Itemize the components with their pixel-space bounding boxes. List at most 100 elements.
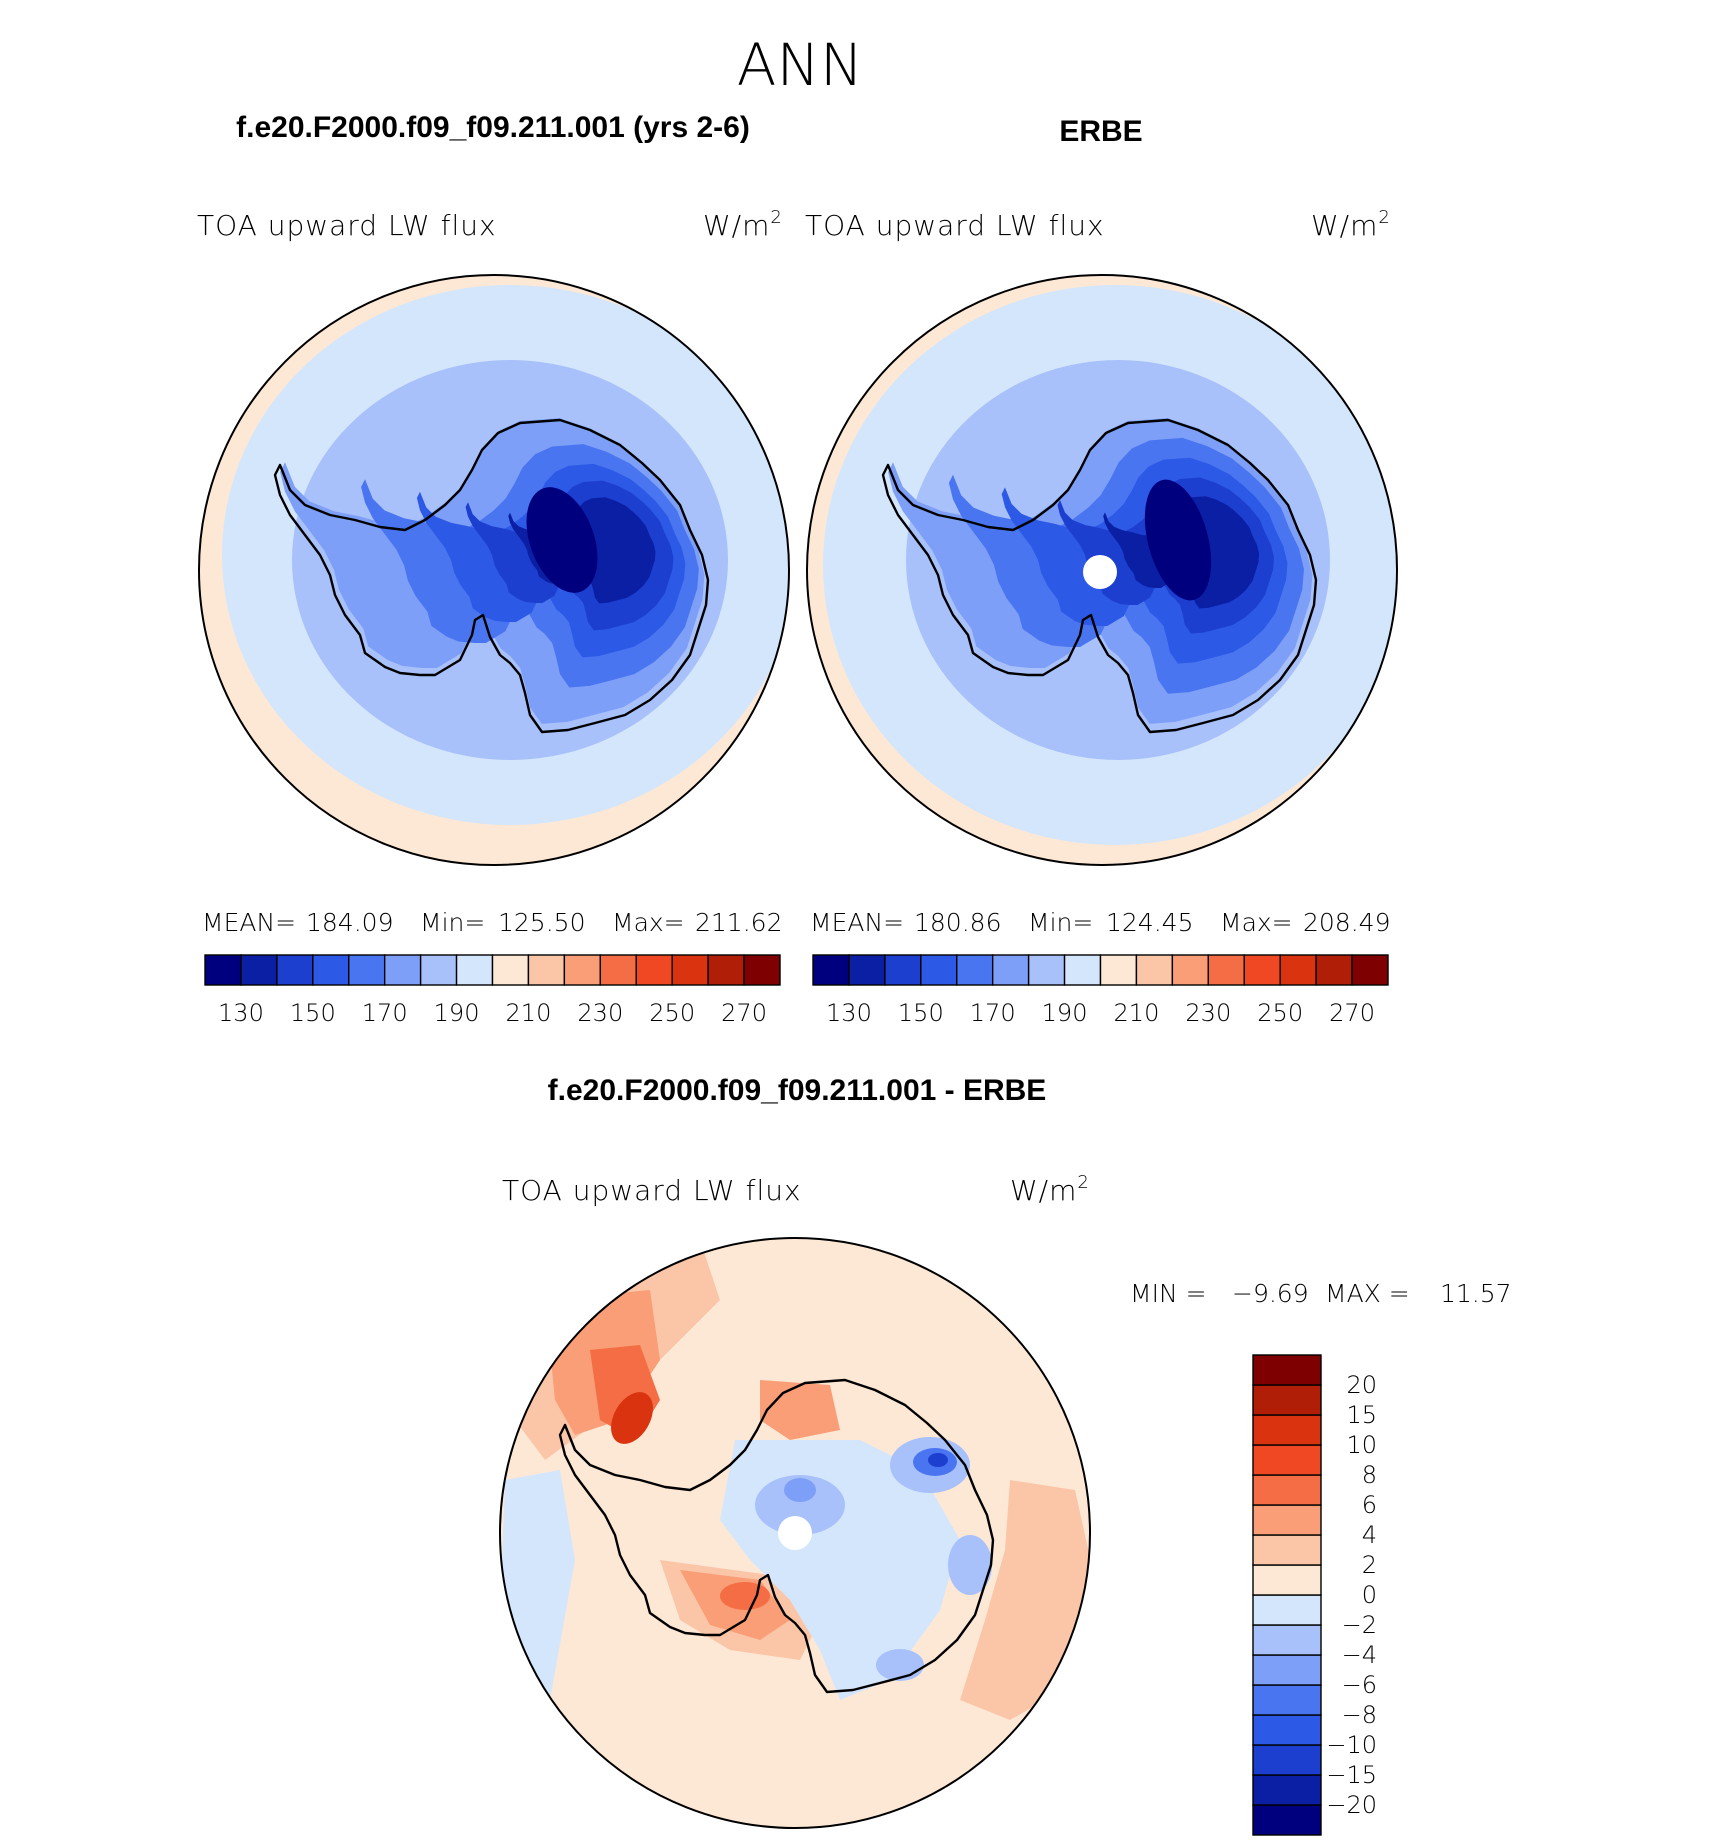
colorbar-swatch <box>1252 1354 1322 1386</box>
contour-fill <box>784 1478 816 1502</box>
panel-diff-case-title: f.e20.F2000.f09_f09.211.001 - ERBE <box>548 1074 1047 1107</box>
colorbar-swatch <box>1099 954 1138 986</box>
panel-diff-variable: TOA upward LW flux <box>502 1174 802 1207</box>
colorbar-tick-label: 270 <box>721 999 767 1027</box>
colorbar-tick-label: 20 <box>1346 1371 1377 1399</box>
panel-diff-map <box>500 1238 1090 1828</box>
colorbar-swatch <box>1252 1534 1322 1566</box>
colorbar-swatch <box>743 954 781 986</box>
colorbar-swatch <box>1252 1654 1322 1686</box>
colorbar-swatch <box>991 954 1030 986</box>
colorbar-swatch <box>1063 954 1102 986</box>
colorbar-swatch <box>671 954 709 986</box>
panel-diff-min-label: MIN = <box>1130 1279 1207 1308</box>
panel-obs-variable: TOA upward LW flux <box>805 209 1105 242</box>
colorbar-tick-label: 250 <box>1257 999 1303 1027</box>
colorbar-swatch <box>1252 1384 1322 1416</box>
panel-diff: f.e20.F2000.f09_f09.211.001 - ERBE TOA u… <box>499 1074 1512 1836</box>
panel-diff-stats: MIN = −9.69 MAX = 11.57 <box>1130 1279 1512 1308</box>
panel-model-mean-value: 184.09 <box>306 908 393 937</box>
panel-diff-max-label: MAX = <box>1325 1279 1410 1308</box>
panel-obs-colorbar-ticks: 130 150 170 190 210 230 250 270 <box>826 999 1375 1027</box>
contour-fill <box>755 1475 845 1535</box>
colorbar-swatch <box>1252 1414 1322 1446</box>
colorbar-tick-label: −8 <box>1342 1701 1377 1729</box>
colorbar-swatch <box>1207 954 1245 986</box>
colorbar-swatch <box>527 954 566 986</box>
colorbar-swatch <box>563 954 602 986</box>
panel-model-units: W/m2 <box>703 207 783 242</box>
colorbar-tick-label: −10 <box>1326 1731 1377 1759</box>
panel-model-min-value: 125.50 <box>498 908 585 937</box>
panel-obs-colorbar <box>812 954 1389 986</box>
panel-obs-mean-value: 180.86 <box>914 908 1001 937</box>
panel-obs-min-value: 124.45 <box>1106 908 1193 937</box>
colorbar-swatch <box>1171 954 1210 986</box>
panel-obs-mean-label: MEAN= <box>810 908 904 937</box>
colorbar-tick-label: 4 <box>1362 1521 1377 1549</box>
contour-fill <box>876 1649 924 1681</box>
colorbar-tick-label: 190 <box>434 999 480 1027</box>
colorbar-swatch <box>1135 954 1174 986</box>
colorbar-tick-label: −4 <box>1342 1641 1377 1669</box>
panel-model-case-title: f.e20.F2000.f09_f09.211.001 (yrs 2-6) <box>236 111 750 144</box>
contour-fill <box>526 487 598 593</box>
pole-mask <box>1083 555 1117 589</box>
panel-model-variable: TOA upward LW flux <box>197 209 497 242</box>
colorbar-swatch <box>635 954 673 986</box>
panel-model-map-boundary <box>198 274 790 866</box>
colorbar-swatch <box>1252 1714 1322 1746</box>
figure-title: ANN <box>737 31 863 99</box>
colorbar-swatch <box>1252 1474 1322 1506</box>
colorbar-swatch <box>1351 954 1389 986</box>
colorbar-tick-label: −20 <box>1326 1791 1377 1819</box>
panel-model-colorbar <box>204 954 781 986</box>
panel-diff-min-value: −9.69 <box>1232 1279 1309 1308</box>
colorbar-tick-label: 270 <box>1329 999 1375 1027</box>
panel-obs-stats: MEAN= 180.86 Min= 124.45 Max= 208.49 <box>810 908 1390 937</box>
colorbar-tick-label: 10 <box>1346 1431 1377 1459</box>
colorbar-swatch <box>599 954 637 986</box>
colorbar-swatch <box>204 954 242 986</box>
colorbar-swatch <box>383 954 422 986</box>
colorbar-swatch <box>491 954 530 986</box>
colorbar-tick-label: 6 <box>1362 1491 1377 1519</box>
colorbar-tick-label: 210 <box>1114 999 1160 1027</box>
colorbar-tick-label: 2 <box>1362 1551 1377 1579</box>
panel-model-min-label: Min= <box>420 908 485 937</box>
panel-obs-case-title: ERBE <box>1059 115 1142 148</box>
colorbar-swatch <box>956 954 994 986</box>
colorbar-tick-label: 150 <box>898 999 944 1027</box>
colorbar-swatch <box>1252 1774 1322 1806</box>
colorbar-tick-label: −15 <box>1326 1761 1377 1789</box>
colorbar-tick-label: 170 <box>362 999 408 1027</box>
panel-obs-max-value: 208.49 <box>1303 908 1390 937</box>
colorbar-tick-label: 250 <box>649 999 695 1027</box>
colorbar-swatch <box>1243 954 1281 986</box>
contour-fill <box>720 1582 770 1610</box>
colorbar-swatch <box>455 954 494 986</box>
panel-obs-min-label: Min= <box>1028 908 1093 937</box>
panel-diff-map-boundary <box>499 1237 1091 1829</box>
colorbar-tick-label: 150 <box>290 999 336 1027</box>
contour-fill <box>1144 479 1212 601</box>
colorbar-swatch <box>1252 1594 1322 1626</box>
colorbar-tick-label: 130 <box>826 999 872 1027</box>
colorbar-swatch <box>276 954 314 986</box>
colorbar-swatch <box>1252 1744 1322 1776</box>
colorbar-swatch <box>707 954 745 986</box>
colorbar-swatch <box>1027 954 1066 986</box>
colorbar-tick-label: −6 <box>1342 1671 1377 1699</box>
colorbar-swatch <box>920 954 958 986</box>
pole-mask <box>778 1516 812 1550</box>
panel-model: f.e20.F2000.f09_f09.211.001 (yrs 2-6) TO… <box>197 111 790 1027</box>
colorbar-swatch <box>1252 1624 1322 1656</box>
colorbar-tick-label: 230 <box>577 999 623 1027</box>
colorbar-swatch <box>1315 954 1353 986</box>
colorbar-tick-label: 8 <box>1362 1461 1377 1489</box>
panel-diff-units: W/m2 <box>1010 1172 1090 1207</box>
colorbar-swatch <box>1252 1804 1322 1836</box>
colorbar-tick-label: 0 <box>1362 1581 1377 1609</box>
